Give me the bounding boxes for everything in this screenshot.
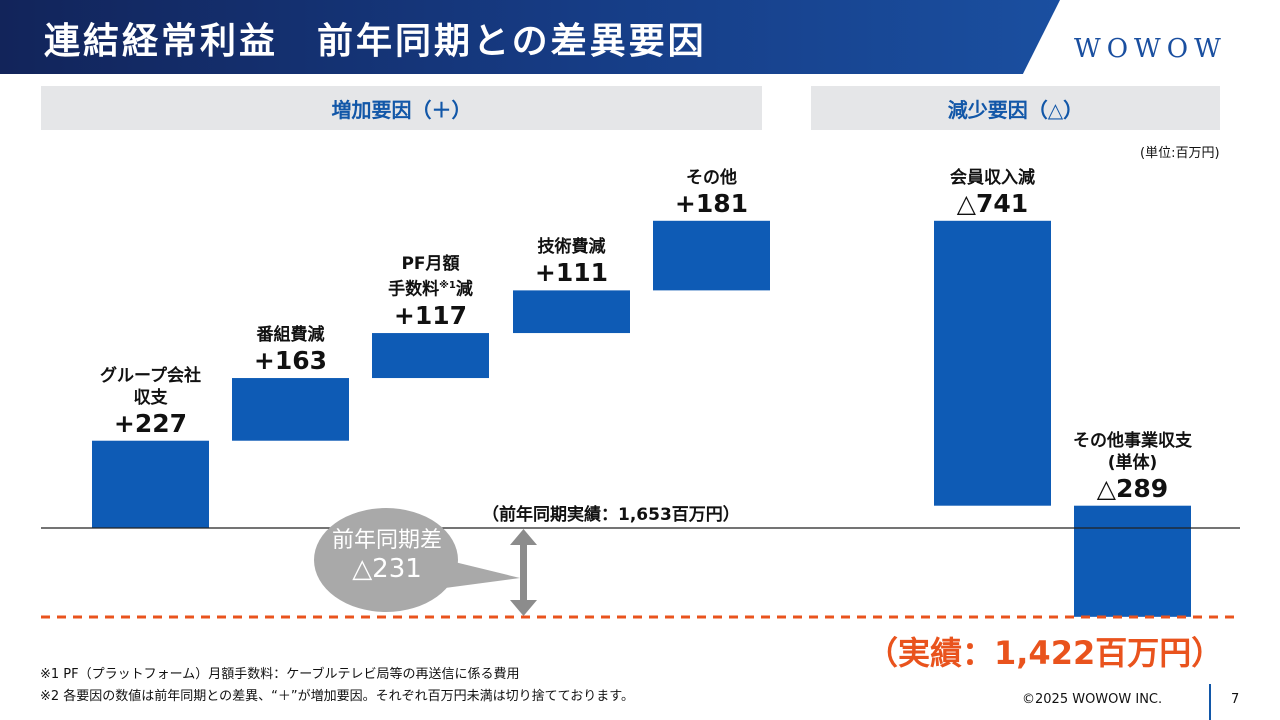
bar-label-7: その他事業収支 (単体) △289 [1043, 430, 1223, 504]
bar-name: PF月額 [401, 254, 460, 275]
yoy-arrow [510, 529, 537, 616]
yoy-bubble-text: 前年同期差 △231 [322, 528, 452, 584]
bar-name: 収支 [133, 387, 168, 408]
copyright: ©2025 WOWOW INC. [1022, 692, 1163, 707]
bar-name: その他事業収支 [1073, 430, 1192, 451]
result-label: （実績：1,422百万円） [866, 634, 1224, 672]
bar-label-2: 番組費減 +163 [201, 324, 381, 376]
bar-name: 手数料※1減 [388, 279, 473, 300]
page-title: 連結経常利益 前年同期との差異要因 [44, 21, 707, 62]
bar-label-3: PF月額手数料※1減 +117 [341, 253, 521, 331]
baseline-label: （前年同期実績：1,653百万円） [482, 505, 740, 525]
yoy-value: △231 [352, 554, 422, 584]
bar-label-1: グループ会社 収支 +227 [61, 365, 241, 439]
bar-name: グループ会社 [100, 365, 201, 386]
bar-value: +181 [674, 188, 749, 218]
bar-1 [92, 440, 209, 528]
bar-4 [513, 290, 630, 334]
bar-name: 技術費減 [537, 237, 606, 258]
unit-note: (単位:百万円) [1140, 146, 1220, 161]
page-number: 7 [1231, 692, 1240, 707]
bar-value: +117 [393, 300, 468, 330]
bar-6 [934, 220, 1051, 506]
bar-5 [653, 220, 770, 291]
footnote-2: ※2 各要因の数値は前年同期との差異、“＋”が増加要因。それぞれ百万円未満は切り… [40, 689, 634, 704]
yoy-label: 前年同期差 [331, 528, 442, 553]
bar-value: +163 [253, 346, 328, 376]
footnote-1: ※1 PF（プラットフォーム）月額手数料：ケーブルテレビ局等の再送信に係る費用 [40, 667, 520, 682]
title-bar [0, 0, 1060, 74]
bar-7 [1074, 505, 1191, 617]
bar-name: その他 [686, 167, 737, 188]
bar-value: △741 [956, 188, 1029, 218]
yoy-bubble [314, 508, 520, 612]
bar-value: △289 [1096, 473, 1169, 503]
footnote-ref: ※1 [439, 280, 456, 292]
bar-name: 会員収入減 [950, 167, 1035, 188]
increase-factors-header: 増加要因（＋） [41, 86, 762, 130]
bar-label-6: 会員収入減 △741 [903, 167, 1083, 219]
bar-value: +111 [534, 258, 609, 288]
bar-2 [232, 378, 349, 441]
bar-label-5: その他 +181 [622, 167, 802, 219]
bar-name: 番組費減 [256, 325, 325, 346]
footnotes: ※1 PF（プラットフォーム）月額手数料：ケーブルテレビ局等の再送信に係る費用 … [40, 664, 634, 708]
wowow-logo: WOWOW [1074, 34, 1227, 64]
footer-divider [1209, 684, 1211, 720]
decrease-factors-header: 減少要因（△） [811, 86, 1220, 130]
bar-label-4: 技術費減 +111 [482, 236, 662, 288]
bar-name: (単体) [1107, 452, 1158, 473]
bar-value: +227 [113, 408, 188, 438]
bar-3 [372, 333, 489, 379]
